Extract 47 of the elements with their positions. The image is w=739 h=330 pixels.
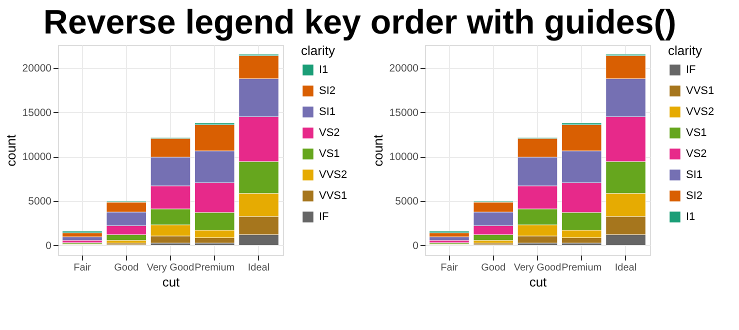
x-axis-title: cut	[529, 274, 548, 290]
legend-label: IF	[319, 211, 330, 223]
x-tick-label: Very Good	[146, 262, 194, 274]
y-tick-label: 10000	[22, 151, 52, 164]
legend-label: IF	[686, 64, 696, 76]
legend-label: I1	[686, 211, 696, 223]
y-tick-label: 20000	[22, 62, 52, 75]
y-tick-label: 5000	[28, 195, 52, 208]
y-axis-title: count	[370, 134, 386, 166]
text: Reverse legend key order with guides()	[43, 4, 676, 42]
y-tick-label: 5000	[395, 195, 419, 208]
legend-label: I1	[319, 64, 328, 76]
bar	[429, 236, 470, 241]
bar	[62, 236, 102, 241]
x-axis-title: cut	[162, 274, 180, 290]
x-tick-label: Good	[114, 262, 139, 274]
y-tick-label: 0	[412, 240, 419, 252]
x-tick-label: Premium	[194, 262, 235, 274]
y-axis-title: count	[3, 134, 18, 166]
legend-label: VS1	[686, 127, 707, 139]
legend-label: SI2	[686, 190, 703, 202]
legend-label: SI1	[319, 106, 336, 118]
y-tick-label: 20000	[389, 62, 419, 75]
legend-title: clarity	[668, 43, 702, 58]
legend-label: SI1	[686, 169, 703, 181]
bar	[62, 232, 102, 238]
legend-label: VVS1	[319, 190, 348, 202]
x-tick-label: Ideal	[248, 262, 270, 274]
legend-title: clarity	[301, 43, 336, 58]
legend-label: VVS1	[686, 85, 714, 97]
legend-label: SI2	[319, 85, 336, 97]
legend-label: VVS2	[319, 169, 348, 181]
legend-label: VVS2	[686, 106, 714, 118]
y-tick-label: 10000	[389, 151, 419, 164]
y-tick-label: 15000	[389, 106, 419, 119]
x-tick-label: Good	[481, 262, 506, 274]
legend-label: VS1	[319, 148, 340, 160]
legend-label: VS2	[319, 127, 340, 139]
x-tick-label: Fair	[74, 262, 92, 274]
y-tick-label: 15000	[22, 106, 52, 119]
x-tick-label: Very Good	[514, 262, 562, 274]
x-tick-label: Premium	[562, 262, 602, 274]
x-tick-label: Ideal	[614, 262, 637, 274]
bar	[429, 232, 470, 238]
x-tick-label: Fair	[440, 262, 459, 274]
y-tick-label: 0	[46, 240, 52, 252]
legend-label: VS2	[686, 148, 707, 160]
